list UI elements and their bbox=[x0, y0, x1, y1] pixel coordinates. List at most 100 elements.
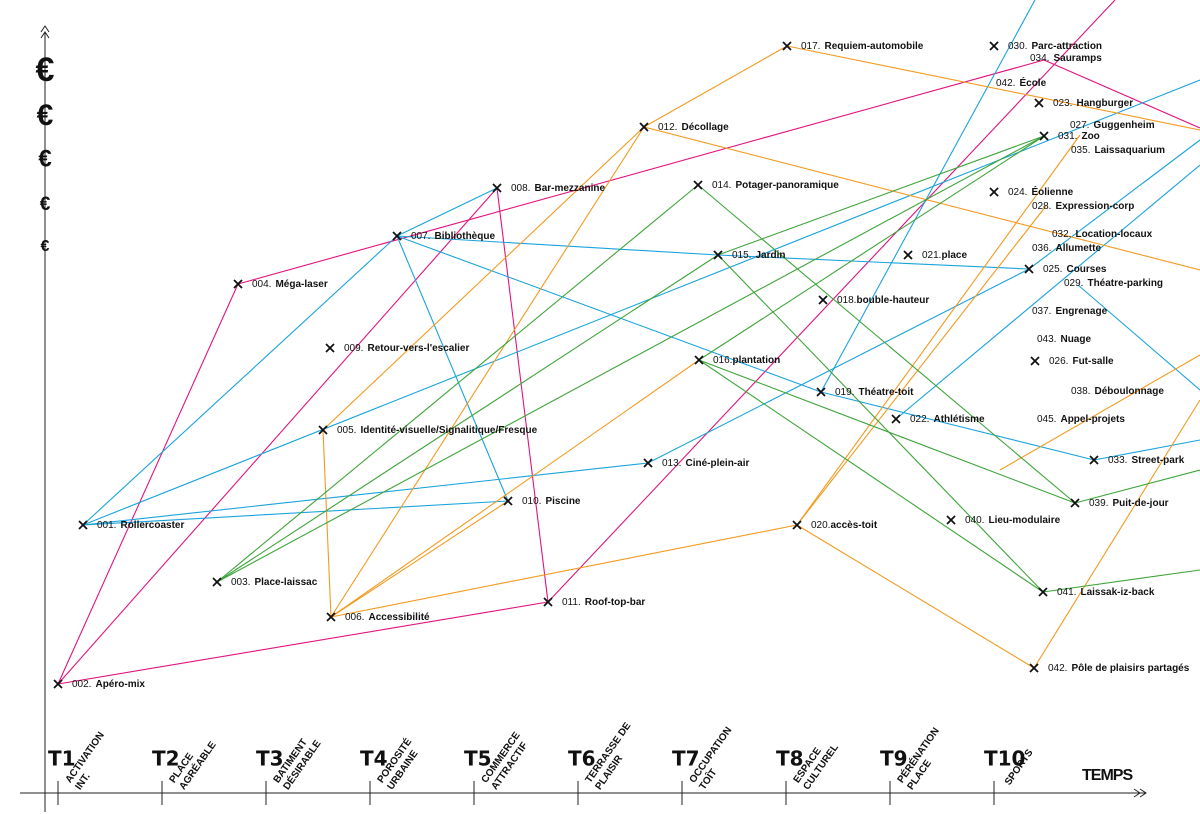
node-marker bbox=[989, 41, 999, 51]
node-name: Hangburger bbox=[1076, 98, 1133, 109]
marker-stroke bbox=[792, 520, 802, 530]
node: 024. Éolienne bbox=[989, 185, 1074, 198]
node-marker bbox=[78, 520, 88, 530]
node-number: 035. bbox=[1071, 145, 1090, 156]
node-name: Lieu-modulaire bbox=[988, 515, 1060, 526]
node: 018.bouble-hauteur bbox=[818, 295, 929, 306]
node-name: Laissak-iz-back bbox=[1080, 587, 1154, 598]
node-name: place bbox=[941, 250, 967, 261]
node-number: 042. bbox=[1048, 663, 1067, 674]
marker-stroke bbox=[891, 414, 901, 424]
node-number: 032. bbox=[1052, 229, 1071, 240]
node-marker bbox=[1039, 131, 1049, 141]
node: 030. Parc-attraction bbox=[989, 41, 1102, 52]
node-label: 034. Sauramps bbox=[1030, 53, 1102, 64]
marker-stroke bbox=[1089, 455, 1099, 465]
marker-stroke bbox=[1024, 264, 1034, 274]
connection bbox=[717, 254, 1030, 270]
node-label: 041. Laissak-iz-back bbox=[1057, 587, 1155, 598]
connection bbox=[717, 254, 1044, 593]
node-number: 033. bbox=[1108, 455, 1127, 466]
y-symbol: € bbox=[41, 238, 50, 255]
node-number: 007. bbox=[411, 231, 430, 242]
connection bbox=[330, 524, 798, 618]
marker-stroke bbox=[1030, 356, 1040, 366]
marker-stroke bbox=[492, 183, 502, 193]
node-marker bbox=[1024, 264, 1034, 274]
node-label: 027. Guggenheim bbox=[1070, 120, 1155, 131]
node-name: plantation bbox=[732, 355, 780, 366]
node-number: 015. bbox=[732, 250, 751, 261]
node-number: 008. bbox=[511, 183, 530, 194]
node-name: Rollercoaster bbox=[120, 520, 184, 531]
node: 017. Requiem-automobile bbox=[782, 41, 924, 52]
connection bbox=[643, 45, 788, 128]
node-number: 017. bbox=[801, 41, 820, 52]
y-symbol: € bbox=[36, 51, 55, 89]
connection bbox=[82, 79, 1200, 526]
connection bbox=[396, 235, 719, 256]
node: 039. Puit-de-jour bbox=[1070, 498, 1169, 509]
node-label: 012. Décollage bbox=[658, 122, 729, 133]
node-number: 026. bbox=[1049, 356, 1068, 367]
node-label: 025. Courses bbox=[1043, 264, 1107, 275]
connection bbox=[1074, 469, 1200, 504]
node-marker bbox=[53, 679, 63, 689]
node: 025. Courses bbox=[1024, 264, 1107, 275]
node-number: 027. bbox=[1070, 120, 1089, 131]
node-label: 015. Jardin bbox=[732, 250, 785, 261]
node-name: Théatre-toit bbox=[858, 387, 914, 398]
connection bbox=[895, 164, 1200, 420]
marker-stroke bbox=[503, 496, 513, 506]
connection bbox=[796, 524, 1035, 669]
node-label: 002. Apéro-mix bbox=[72, 679, 145, 690]
node-label: 007. Bibliothèque bbox=[411, 231, 495, 242]
node-number: 025. bbox=[1043, 264, 1062, 275]
connection bbox=[698, 359, 1044, 593]
node-number: 037. bbox=[1032, 306, 1051, 317]
node-name: Appel-projets bbox=[1060, 414, 1125, 425]
node-name: Location-locaux bbox=[1075, 229, 1152, 240]
connection bbox=[216, 135, 1045, 583]
node: 009. Retour-vers-l'escalier bbox=[325, 343, 469, 354]
marker-stroke bbox=[694, 355, 704, 365]
node-label: 011. Roof-top-bar bbox=[562, 597, 645, 608]
node-marker bbox=[543, 597, 553, 607]
marker-stroke bbox=[639, 122, 649, 132]
node-name: Décollage bbox=[681, 122, 729, 133]
connection bbox=[698, 359, 1076, 504]
node-name: Athlétisme bbox=[933, 414, 985, 425]
stage-code: T10 bbox=[984, 747, 1025, 771]
node: 041. Laissak-iz-back bbox=[1038, 587, 1155, 598]
node-marker bbox=[326, 612, 336, 622]
node-number: 045. bbox=[1037, 414, 1056, 425]
stage-code: T2 bbox=[152, 747, 180, 771]
node-name: Nuage bbox=[1060, 334, 1091, 345]
node-marker bbox=[325, 343, 335, 353]
node-number: 003. bbox=[231, 577, 250, 588]
node-label: 016.plantation bbox=[713, 355, 780, 366]
node-number: 016. bbox=[713, 355, 732, 366]
connection bbox=[237, 59, 1045, 285]
node-label: 003. Place-laissac bbox=[231, 577, 318, 588]
connection bbox=[698, 135, 1045, 361]
connection bbox=[717, 135, 1045, 256]
node: 023. Hangburger bbox=[1034, 98, 1133, 109]
x-arrow bbox=[1133, 788, 1141, 798]
node-label: 042. Pôle de plaisirs partagés bbox=[1048, 663, 1190, 674]
connection bbox=[496, 187, 549, 603]
node-label: 009. Retour-vers-l'escalier bbox=[344, 343, 469, 354]
node-label: 045. Appel-projets bbox=[1037, 414, 1125, 425]
node-name: Potager-panoramique bbox=[735, 180, 839, 191]
node-name: Bibliothèque bbox=[434, 231, 495, 242]
node-number: 043. bbox=[1037, 334, 1056, 345]
connection bbox=[820, 391, 1095, 461]
node: 036. Allumette bbox=[1032, 243, 1101, 254]
node-number: 040. bbox=[965, 515, 984, 526]
marker-stroke bbox=[713, 250, 723, 260]
node-marker bbox=[503, 496, 513, 506]
connection bbox=[796, 205, 1047, 526]
node: 012. Décollage bbox=[639, 122, 729, 133]
marker-stroke bbox=[53, 679, 63, 689]
